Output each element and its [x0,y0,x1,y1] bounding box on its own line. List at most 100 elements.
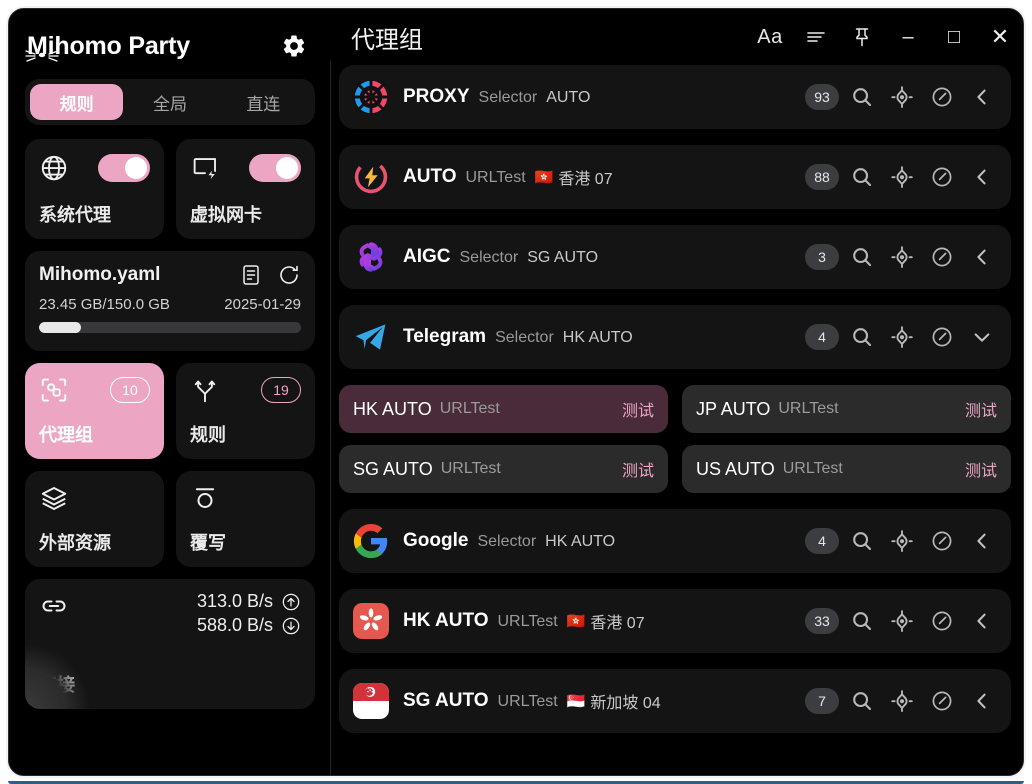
close-button[interactable]: ✕ [977,9,1023,65]
locate-icon [891,530,913,552]
tun-device-top [190,151,301,185]
proxy-tile[interactable]: JP AUTO URLTest 测试 [682,385,1011,433]
search-icon [853,612,872,631]
system-proxy-card[interactable]: 系统代理 [25,139,164,239]
external-resources-top [39,483,150,513]
rules-label: 规则 [190,425,226,445]
chevron-left-button[interactable] [969,608,995,634]
font-size-button[interactable]: Aa [747,14,793,60]
link-icon [42,600,66,612]
speedtest-button[interactable] [929,324,955,350]
chevron-left-button[interactable] [969,688,995,714]
search-button[interactable] [849,84,875,110]
search-button[interactable] [849,608,875,634]
speedtest-button[interactable] [929,608,955,634]
chevron-left-icon [977,169,986,185]
locate-button[interactable] [889,84,915,110]
proxy-group-row[interactable]: PROXY Selector AUTO 93 [339,65,1011,129]
cat-whiskers-icon [25,49,59,62]
rules-top: 19 [190,375,301,405]
document-icon[interactable] [239,263,263,287]
minimize-button[interactable]: – [885,9,931,65]
chevron-left-button[interactable] [969,528,995,554]
locate-button[interactable] [889,324,915,350]
chevron-left-button[interactable] [969,84,995,110]
proxy-tile-grid: HK AUTO URLTest 测试 JP AUTO URLTest 测试 SG AUTO U… [339,385,1011,493]
proxy-group-row[interactable]: AUTO URLTest 🇭🇰 香港 07 88 [339,145,1011,209]
search-button[interactable] [849,688,875,714]
proxy-tile[interactable]: HK AUTO URLTest 测试 [339,385,668,433]
speedtest-button[interactable] [929,244,955,270]
chevron-down-icon [974,333,990,342]
proxy-group-current-label: SG AUTO [527,249,599,266]
connections-label: 连接 [39,675,75,695]
search-button[interactable] [849,164,875,190]
sidebar-item-rules[interactable]: 19 规则 [176,363,315,459]
search-button[interactable] [849,528,875,554]
settings-button[interactable] [279,31,309,61]
chevron-left-icon [977,89,986,105]
speedtest-icon [932,247,952,267]
sidebar-item-connections[interactable]: 313.0 B/s 588.0 B/s 连 [25,579,315,709]
proxy-tile[interactable]: SG AUTO URLTest 测试 [339,445,668,493]
connection-rates: 313.0 B/s 588.0 B/s [197,591,301,636]
maximize-button[interactable]: □ [931,9,977,65]
sidebar-item-external-resources[interactable]: 外部资源 [25,471,164,567]
list-lines-button[interactable] [793,14,839,60]
speedtest-button[interactable] [929,688,955,714]
locate-button[interactable] [889,528,915,554]
mode-tab-direct[interactable]: 直连 [217,84,310,120]
search-button[interactable] [849,324,875,350]
title-actions: Aa [747,9,1023,65]
refresh-icon[interactable] [277,263,301,287]
tun-device-toggle[interactable] [249,154,301,182]
proxy-group-row[interactable]: Telegram Selector HK AUTO 4 [339,305,1011,369]
proxy-tile-test-button[interactable]: 测试 [964,463,997,480]
locate-button[interactable] [889,164,915,190]
chevron-left-button[interactable] [969,164,995,190]
proxy-tile-test-button[interactable]: 测试 [621,403,654,420]
proxy-tile[interactable]: US AUTO URLTest 测试 [682,445,1011,493]
proxy-group-row[interactable]: HK AUTO URLTest 🇭🇰 香港 07 33 [339,589,1011,653]
sidebar-item-proxy-groups[interactable]: 10 代理组 [25,363,164,459]
system-proxy-toggle[interactable] [98,154,150,182]
speedtest-button[interactable] [929,164,955,190]
speedtest-button[interactable] [929,84,955,110]
mode-tab-rule[interactable]: 规则 [30,84,124,120]
profile-progress-fill [39,322,81,333]
proxy-count-badge: 4 [805,324,839,350]
speedtest-button[interactable] [929,528,955,554]
pin-button[interactable] [839,14,885,60]
proxy-group-text: AUTO URLTest 🇭🇰 香港 07 [403,165,805,189]
chevron-left-icon [977,693,986,709]
mode-tab-global[interactable]: 全局 [123,84,216,120]
proxy-group-name: Telegram [403,326,487,347]
proxy-group-actions [849,324,995,350]
locate-button[interactable] [889,688,915,714]
search-icon [853,168,872,187]
sidebar-item-override[interactable]: 覆写 [176,471,315,567]
proxy-tile-test-button[interactable]: 测试 [964,403,997,420]
proxy-group-text: HK AUTO URLTest 🇭🇰 香港 07 [403,609,805,633]
locate-button[interactable] [889,608,915,634]
search-icon [853,88,872,107]
chevron-down-button[interactable] [969,324,995,350]
mode-tab-group: 规则 全局 直连 [25,79,315,125]
proxy-count-badge: 93 [805,84,839,110]
proxy-tile-name: US AUTO [696,458,775,479]
profile-card[interactable]: Mihomo.yaml [25,251,315,351]
proxy-group-row[interactable]: AIGC Selector SG AUTO 3 [339,225,1011,289]
locate-icon [891,246,913,268]
proxy-group-type: Selector [495,329,554,346]
proxy-group-type: Selector [459,249,519,266]
chevron-left-icon [977,613,986,629]
proxy-tile-test-button[interactable]: 测试 [621,463,654,480]
proxy-group-row[interactable]: Google Selector HK AUTO 4 [339,509,1011,573]
mode-tab-direct-label: 直连 [246,94,281,114]
proxy-group-list[interactable]: PROXY Selector AUTO 93 AUTO URLTest 🇭🇰 香港 07 88… [331,65,1023,775]
proxy-group-row[interactable]: SG AUTO URLTest 🇸🇬 新加坡 04 7 [339,669,1011,733]
search-button[interactable] [849,244,875,270]
chevron-left-button[interactable] [969,244,995,270]
locate-button[interactable] [889,244,915,270]
tun-device-card[interactable]: 虚拟网卡 [176,139,315,239]
